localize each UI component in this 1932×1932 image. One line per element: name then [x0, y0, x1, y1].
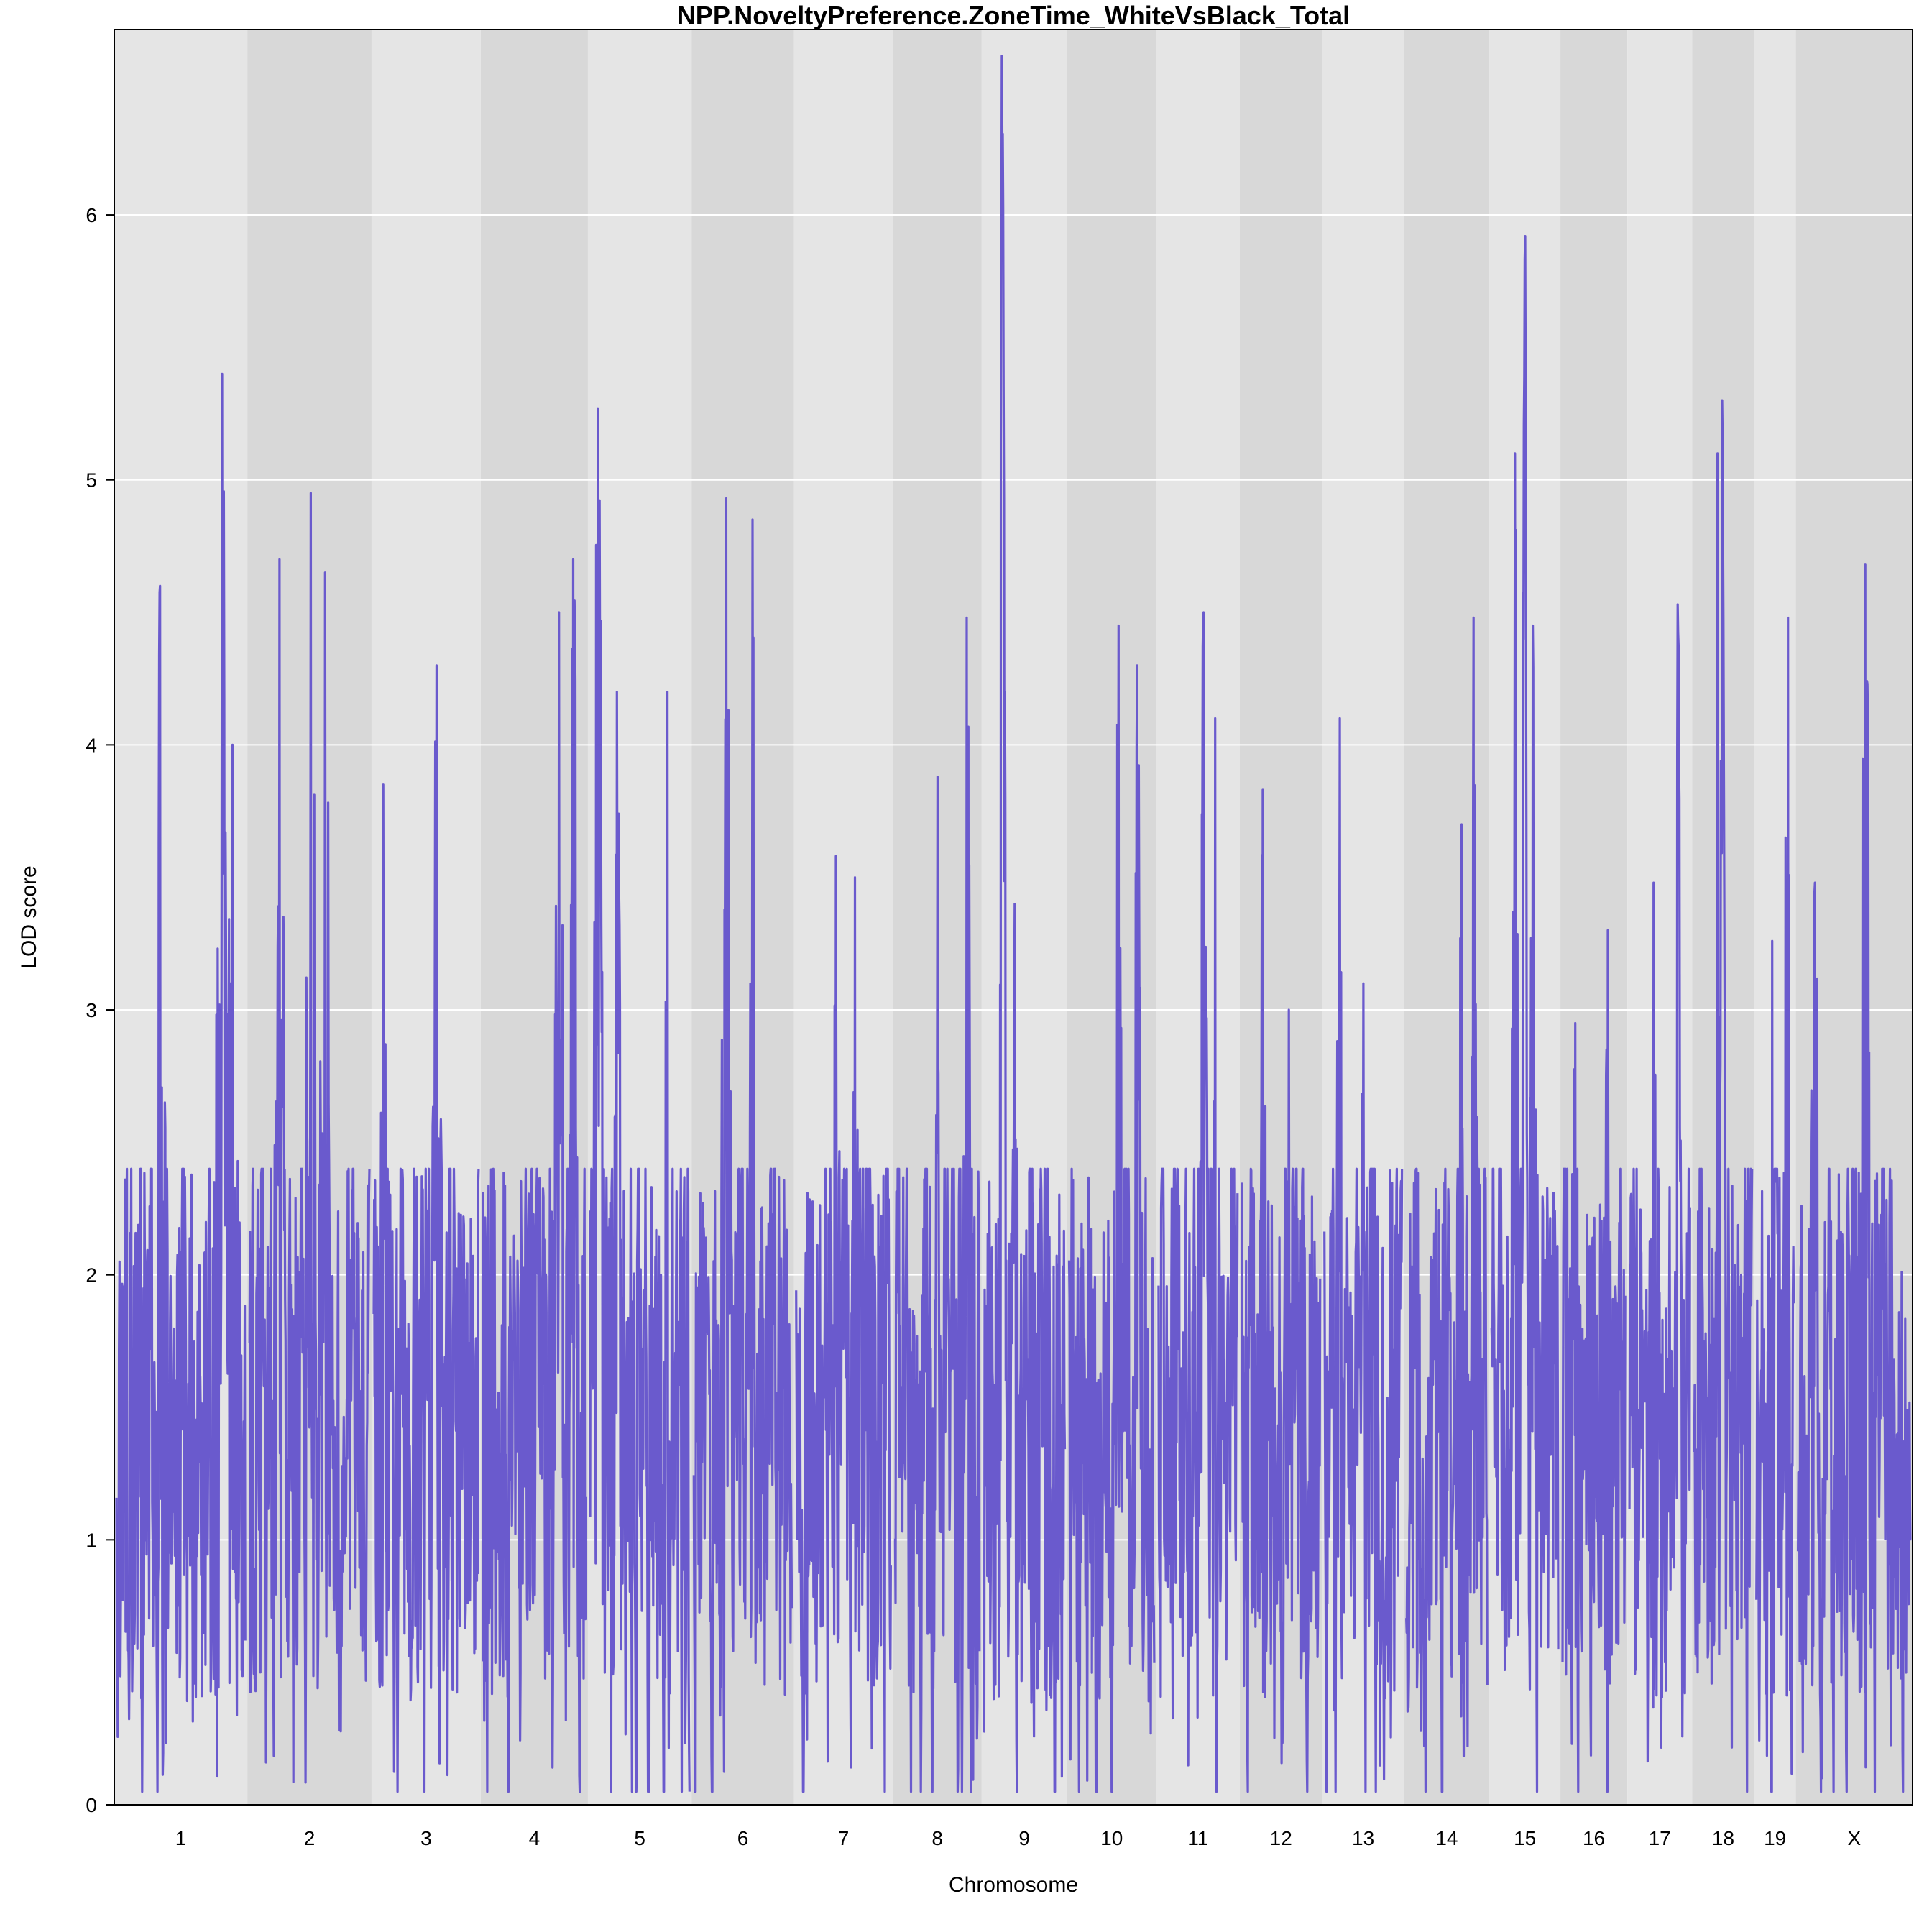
- chromosome-label-16: 16: [1583, 1827, 1605, 1849]
- lod-trace-chr-3: [372, 664, 480, 1793]
- x-axis: 1 2 3 4 5 6 7 8 9 10 11 12 13 14 15 16 17 18 19 X: [175, 1827, 1862, 1849]
- lod-trace-chr-14: [1405, 616, 1489, 1793]
- chart-title: NPP.NoveltyPreference.ZoneTime_WhiteVsBl…: [677, 1, 1350, 30]
- lod-trace-chr-1: [115, 372, 247, 1793]
- lod-trace-chr-10: [1067, 624, 1156, 1793]
- chromosome-label-10: 10: [1100, 1827, 1123, 1849]
- chromosome-label-1: 1: [175, 1827, 187, 1849]
- lod-series: [115, 55, 1912, 1793]
- lod-trace-chr-7: [795, 855, 892, 1793]
- lod-trace-chr-16: [1561, 929, 1627, 1793]
- plot-frame: [114, 29, 1913, 1806]
- lod-trace-chr-19: [1755, 616, 1795, 1793]
- chromosome-label-7: 7: [838, 1827, 850, 1849]
- lod-trace-chr-2: [248, 492, 371, 1784]
- chromosome-label-4: 4: [529, 1827, 540, 1849]
- chromosome-label-5: 5: [634, 1827, 645, 1849]
- lod-trace-chr-X: [1797, 564, 1912, 1793]
- chromosome-band-6: [691, 29, 794, 1805]
- lod-trace-chr-13: [1323, 717, 1404, 1793]
- chromosome-band-18: [1692, 29, 1754, 1805]
- x-axis-label: Chromosome: [949, 1873, 1078, 1897]
- chromosome-label-11: 11: [1187, 1827, 1208, 1849]
- y-tick-label: 5: [86, 469, 97, 492]
- y-tick-label: 2: [86, 1264, 97, 1287]
- lod-trace-chr-5: [589, 407, 691, 1793]
- chromosome-label-8: 8: [932, 1827, 943, 1849]
- y-tick-label: 6: [86, 204, 97, 226]
- lod-trace-chr-18: [1693, 399, 1754, 1793]
- chromosome-label-9: 9: [1018, 1827, 1030, 1849]
- lod-trace-chr-6: [692, 497, 794, 1793]
- lod-trace-chr-12: [1241, 788, 1322, 1793]
- chromosome-label-12: 12: [1270, 1827, 1292, 1849]
- lod-trace-chr-8: [893, 616, 981, 1793]
- chromosome-label-18: 18: [1712, 1827, 1734, 1849]
- chromosome-label-2: 2: [304, 1827, 316, 1849]
- chromosome-label-15: 15: [1514, 1827, 1536, 1849]
- chromosome-label-17: 17: [1649, 1827, 1671, 1849]
- lod-trace-chr-17: [1628, 603, 1691, 1763]
- chromosome-label-19: 19: [1764, 1827, 1786, 1849]
- y-tick-label: 1: [86, 1529, 97, 1551]
- chromosome-label-3: 3: [420, 1827, 432, 1849]
- y-tick-label: 3: [86, 999, 97, 1021]
- y-axis-label: LOD score: [17, 865, 41, 968]
- chromosome-label-X: X: [1847, 1827, 1861, 1849]
- chromosome-band-3: [371, 29, 481, 1805]
- y-tick-label: 0: [86, 1794, 97, 1816]
- y-tick-label: 4: [86, 734, 97, 756]
- lod-trace-chr-4: [482, 558, 587, 1793]
- chromosome-label-14: 14: [1435, 1827, 1458, 1849]
- chromosome-label-13: 13: [1352, 1827, 1374, 1849]
- lod-trace-chr-9: [983, 55, 1067, 1793]
- lod-trace-chr-15: [1490, 235, 1560, 1793]
- y-axis: 0 1 2 3 4 5 6: [86, 204, 114, 1816]
- lod-trace-chr-11: [1157, 611, 1239, 1793]
- chromosome-label-6: 6: [737, 1827, 749, 1849]
